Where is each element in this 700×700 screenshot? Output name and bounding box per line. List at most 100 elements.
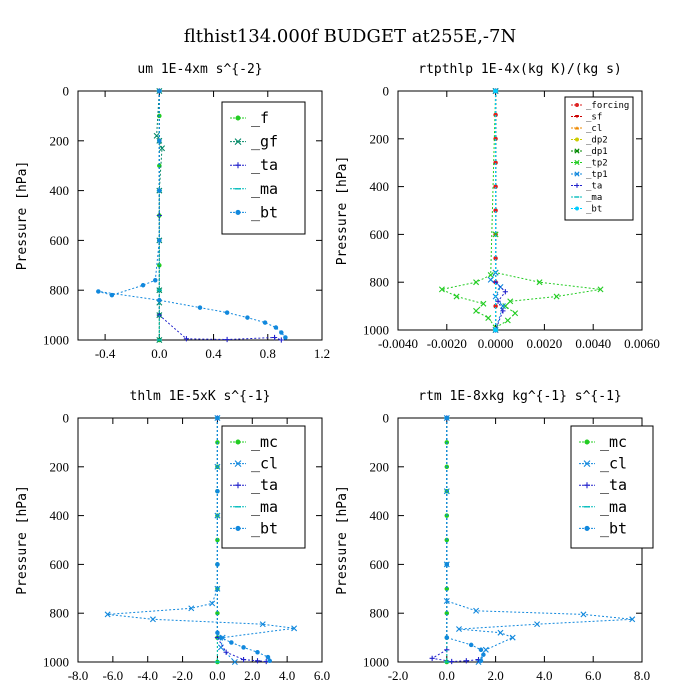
panel-1-legend-label: _gf (251, 133, 278, 151)
panel-1-data-point (283, 335, 288, 340)
panel-4-legend-swatch (583, 460, 591, 467)
panel-4-data-point (473, 607, 480, 614)
panel-4-legend-label: _bt (600, 519, 627, 537)
panel-4-ylabel: Pressure [hPa] (335, 485, 350, 595)
panel-2-xtick-label: 0.0040 (575, 336, 611, 351)
panel-3-legend-swatch (235, 482, 241, 489)
panel-2-data-point (597, 286, 604, 293)
panel-3-legend-swatch (235, 525, 241, 531)
panel-4-data-point (429, 655, 435, 661)
panel-2-data-point (493, 88, 498, 94)
panel-1-data-point (183, 336, 190, 342)
panel-3-series-line (216, 418, 271, 662)
panel-4-data-point (444, 635, 450, 640)
panel-2-legend-box (564, 96, 634, 221)
panel-2-data-point (487, 272, 494, 279)
panel-4-data-point (482, 646, 489, 653)
panel-2-xtick-label: 0.0060 (624, 336, 660, 351)
panel-2-ylabel: Pressure [hPa] (335, 156, 350, 266)
panel-1-ytick-label: 1000 (43, 333, 69, 348)
panel-2-legend-swatch (574, 114, 580, 119)
panel-1-series-bt (96, 88, 288, 340)
panel-1-data-point (273, 325, 279, 330)
panel-3-data-point (223, 649, 229, 655)
panel-2-data-point (480, 300, 487, 307)
panel-1-data-point (224, 310, 230, 315)
panel-1-data-point (157, 297, 162, 303)
panel-3-ytick-label: 1000 (43, 655, 69, 670)
panel-1-legend-label: _ta (251, 156, 278, 174)
panel-4-legend-swatch (584, 439, 590, 445)
panel-4-data-point (444, 562, 450, 567)
panel-2-xtick-label: -0.0020 (427, 336, 467, 351)
panel-3-data-point (149, 616, 156, 623)
panel-2-data-point (492, 231, 499, 238)
panel-3-xtick-label: -2.0 (172, 668, 193, 683)
panel-2-legend-label: _sf (586, 113, 602, 123)
panel-4-xtick-label: 8.0 (634, 668, 650, 683)
panel-3-xtick-label: 6.0 (314, 668, 330, 683)
panel-2-legend-swatch (575, 206, 579, 211)
panel-3-xtick-label: 2.0 (244, 668, 260, 683)
panel-3-frame (77, 417, 323, 663)
panel-1: um 1E-4xm s^{-2} Pressure [hPa] 0 200 400 600… (15, 62, 330, 361)
panel-3-data-point (291, 625, 298, 632)
panel-4-ytick-label: 800 (370, 606, 390, 621)
panel-4-data-point (478, 647, 484, 653)
panel-2-data-point (536, 279, 543, 286)
panel-3-title: thlm 1E-5xK s^{-1} (130, 389, 271, 404)
panel-3-xtick-label: -8.0 (68, 668, 89, 683)
panel-2-legend-label: _bt (586, 205, 602, 215)
panel-4-xtick-label: 2.0 (487, 668, 503, 683)
panel-1-ytick-label: 200 (50, 133, 70, 148)
panel-2-data-point (502, 289, 508, 295)
panel-4-legend: _mc _cl _ta _ma _bt (570, 425, 654, 549)
panel-1-ytick-label: 600 (50, 233, 70, 248)
panel-3-data-point (229, 640, 234, 645)
panel-1-data-point (153, 132, 160, 139)
panel-1-xtick-label: 0.8 (260, 346, 276, 361)
panel-1-legend-swatch (235, 162, 241, 169)
panel-4-data-point (534, 621, 541, 628)
panel-1-ytick-label: 400 (50, 183, 70, 198)
panel-2-legend-label: _cl (586, 124, 602, 134)
panel-4-data-point (443, 598, 450, 604)
panel-3-data-point (259, 621, 266, 628)
panel-3-data-point (240, 656, 247, 663)
panel-3: thlm 1E-5xK s^{-1} Pressure [hPa] 0 200 400 6… (15, 389, 330, 683)
panel-2-legend-label: _ta (586, 182, 602, 192)
panel-3-legend-label: _mc (251, 433, 278, 451)
panel-1-legend-swatch (235, 209, 241, 215)
panel-3-data-point (254, 658, 261, 664)
panel-1-ylabel: Pressure [hPa] (15, 161, 30, 271)
panel-2-data-point (473, 307, 480, 314)
panel-1-legend-swatch (235, 115, 241, 121)
panel-3-data-point (255, 649, 260, 655)
panel-4-data-point (478, 658, 484, 664)
panel-2-data-point (487, 276, 494, 283)
panel-4-data-point (497, 629, 504, 636)
panel-3-data-point (231, 659, 238, 665)
panel-1-data-point (153, 277, 158, 283)
panel-2-ytick-label: 200 (370, 131, 390, 146)
panel-2-series-bt (493, 88, 498, 333)
panel-2-title: rtpthlp 1E-4x(kg K)/(kg s) (418, 62, 622, 77)
panel-1-data-point (245, 315, 250, 320)
panel-2-frame (397, 90, 643, 331)
panel-2-ytick-label: 1000 (363, 323, 389, 338)
panel-4-data-point (468, 642, 474, 648)
panel-1-xtick-label: 1.2 (314, 346, 330, 361)
panel-3-ytick-label: 600 (50, 557, 70, 572)
panel-4-series-line (446, 418, 484, 661)
panel-2-ytick-label: 0 (383, 84, 390, 99)
panel-4-xtick-label: 6.0 (585, 668, 601, 683)
panel-4-data-point (580, 611, 587, 618)
panel-1-data-point (157, 88, 162, 94)
panel-3-xtick-label: 4.0 (279, 668, 295, 683)
panel-4-data-point (449, 658, 455, 665)
panel-4-series-line (430, 418, 479, 663)
panel-2-legend-swatch (574, 159, 580, 166)
panel-4-ytick-label: 400 (370, 508, 390, 523)
panel-1-data-point (279, 330, 284, 335)
panel-1-data-point (224, 336, 230, 343)
